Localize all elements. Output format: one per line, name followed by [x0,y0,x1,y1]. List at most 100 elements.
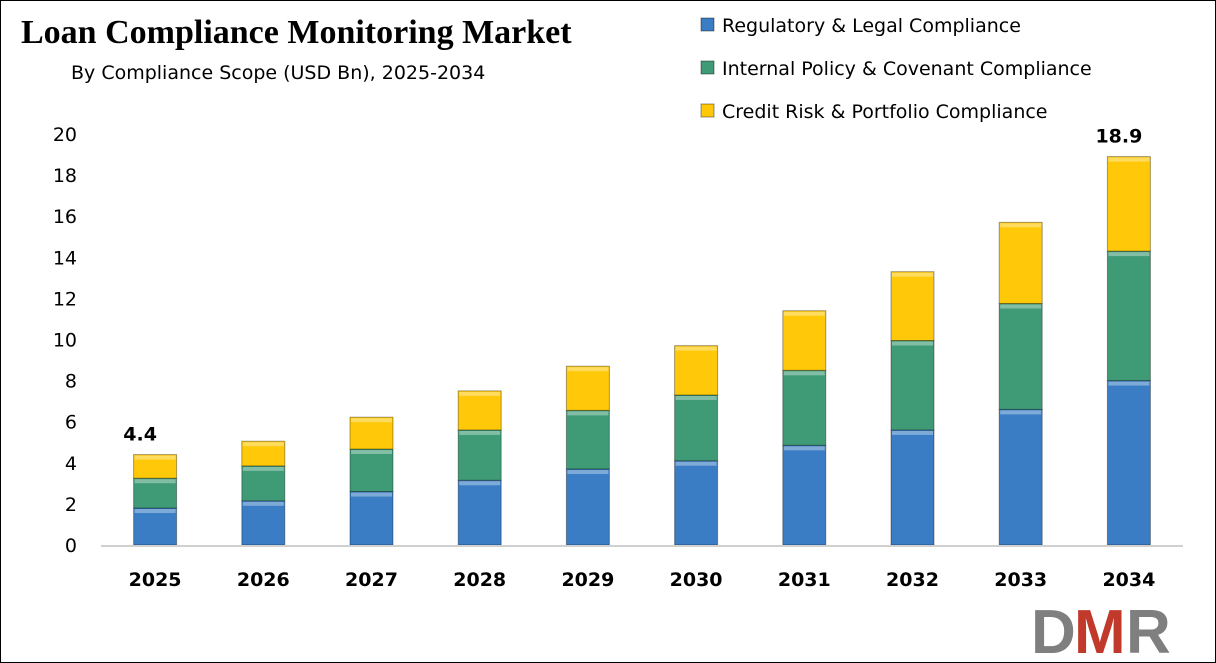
bar-bevel [1108,381,1150,386]
y-tick-label: 6 [65,412,77,434]
bar-segment-rect [782,444,827,546]
bar-bevel [1000,410,1042,415]
bar-bevel [1108,157,1150,162]
legend-label: Credit Risk & Portfolio Compliance [722,101,1048,123]
x-tick-label: 2030 [670,569,723,591]
bar-segment-rect [565,409,610,470]
bar-bevel [1000,304,1042,309]
bar-segment-rect [565,468,610,546]
bar-segment-rect [457,429,502,481]
y-axis: 0 2 4 6 8 10 12 14 16 18 20 [53,124,77,557]
bar-segment-rect [998,408,1043,546]
bar-bevel [242,466,284,471]
bar-segment [998,408,1043,546]
bar-bevel [567,367,609,372]
bar-bevel [783,311,825,316]
bar-bevel [675,395,717,400]
bar-segment [457,429,502,481]
bar-bevel [242,442,284,447]
logo-d: D [1031,598,1076,663]
bar-bevel [783,446,825,451]
y-tick-label: 20 [53,124,77,146]
bar-segment [1106,250,1151,382]
x-tick-label: 2025 [129,569,182,591]
x-tick-label: 2027 [345,569,398,591]
bar-segment [782,310,827,371]
bar-segment [241,500,286,546]
bar-bevel [351,418,392,423]
bar-bevel [783,371,825,376]
bar-segment-rect [1106,156,1151,252]
bar-bevel [459,481,501,486]
bar-segment [890,271,935,342]
bar-segment [1106,156,1151,252]
legend-label: Internal Policy & Covenant Compliance [722,58,1092,80]
dmr-logo: D M R [1031,598,1171,663]
bar-segment-rect [782,310,827,371]
bar-segment [565,468,610,546]
bar-bevel [242,501,284,506]
bar-segment-rect [674,394,719,462]
y-tick-label: 16 [53,206,77,228]
bar-bevel [892,430,933,435]
bar-segment-rect [133,507,178,546]
bar-segment-rect [349,416,394,450]
bar-segment [133,477,178,509]
legend-label: Regulatory & Legal Compliance [722,15,1021,37]
bar-segment-rect [565,365,610,411]
logo-m: M [1074,598,1126,663]
bar-segment [241,440,286,467]
legend-item: Credit Risk & Portfolio Compliance [700,101,1048,123]
x-tick-label: 2028 [453,569,506,591]
bar-bevel [1000,223,1042,228]
x-tick-label: 2029 [561,569,614,591]
bar-segment [565,409,610,470]
x-tick-label: 2033 [994,569,1047,591]
y-tick-label: 14 [53,247,77,269]
data-label: 18.9 [1095,126,1142,148]
bar-segment-rect [674,345,719,396]
bar-bevel [134,479,176,484]
bar-segment [133,507,178,546]
chart-subtitle: By Compliance Scope (USD Bn), 2025-2034 [71,62,485,84]
bar-segment-rect [890,429,935,546]
bar-bevel [459,391,501,396]
y-tick-label: 4 [65,453,77,475]
legend-item: Internal Policy & Covenant Compliance [700,58,1092,80]
bar-bevel [134,455,176,460]
bar-segment [674,394,719,462]
legend-swatch [700,60,715,75]
data-label: 4.4 [123,424,157,446]
bar-segment-rect [457,390,502,431]
bar-segment-rect [998,303,1043,410]
bar-segment-rect [241,465,286,502]
bar-segment-rect [1106,380,1151,546]
bar-segment-rect [241,500,286,546]
x-tick-label: 2026 [237,569,290,591]
bar-segment-rect [890,340,935,431]
chart-title: Loan Compliance Monitoring Market [21,14,572,51]
bar-segment [241,465,286,502]
bar-segment [457,479,502,546]
bar-segment-rect [998,221,1043,305]
x-tick-label: 2031 [778,569,831,591]
y-tick-label: 12 [53,288,77,310]
bar-segment [998,303,1043,410]
bar-segment [565,365,610,411]
bar-bevel [675,346,717,351]
bar-segment [457,390,502,431]
y-tick-label: 10 [53,330,77,352]
bar-segment [782,369,827,446]
y-tick-label: 8 [65,371,77,393]
bar-segment-rect [241,440,286,467]
data-labels: 4.4 18.9 [123,126,1142,446]
bar-segment [349,448,394,493]
bar-bevel [351,492,392,497]
bar-segment [890,429,935,546]
legend: Regulatory & Legal Compliance Internal Po… [700,15,1092,123]
bar-bevel [567,411,609,416]
y-tick-label: 0 [65,535,77,557]
bar-segment-rect [457,479,502,546]
